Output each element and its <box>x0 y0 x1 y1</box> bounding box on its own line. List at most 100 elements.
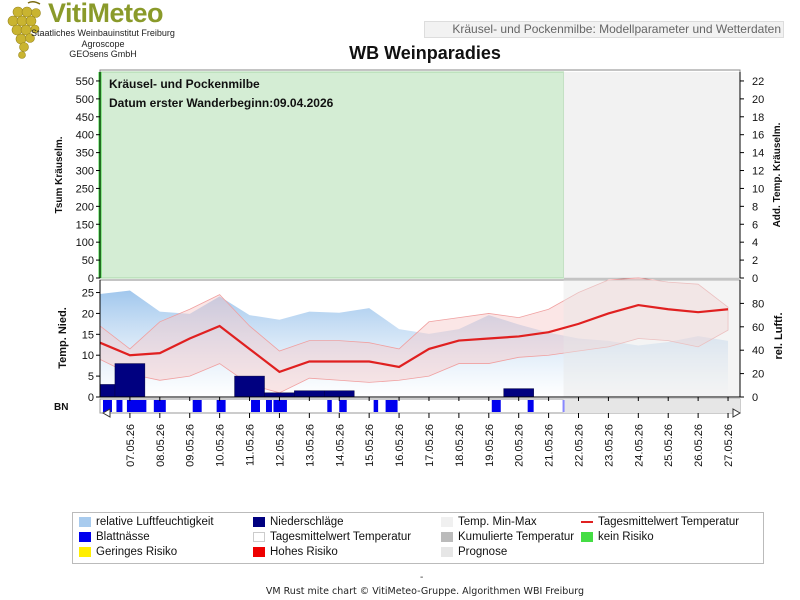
top-left-tick-label: 150 <box>76 219 94 231</box>
x-tick-label: 20.05.26 <box>514 424 526 467</box>
legend-label: Blattnässe <box>96 531 150 543</box>
legend-item: Geringes Risiko <box>79 545 177 559</box>
middle-ylabel-left: Temp. Nied. <box>57 307 69 369</box>
scroll-right-arrow-icon[interactable] <box>732 408 742 418</box>
legend-item: Tagesmittelwert Temperatur <box>581 515 739 529</box>
precipitation-bar <box>114 363 146 398</box>
middle-left-tick-label: 5 <box>88 371 94 383</box>
legend-swatch <box>441 531 453 542</box>
x-tick-label: 27.05.26 <box>723 424 735 467</box>
middle-left-tick-label: 15 <box>82 329 94 341</box>
x-tick-label: 17.05.26 <box>424 424 436 467</box>
top-left-tick-label: 450 <box>76 112 94 124</box>
scroll-left-arrow-icon[interactable] <box>101 408 111 418</box>
legend-item: relative Luftfeuchtigkeit <box>79 515 214 529</box>
logo-line-institute: Staatliches Weinbauinstitut Freiburg <box>31 28 175 38</box>
top-left-tick-label: 250 <box>76 183 94 195</box>
blattnaesse-bar <box>102 400 112 412</box>
x-tick-label: 25.05.26 <box>663 424 675 467</box>
middle-left-tick-label: 25 <box>82 288 94 300</box>
x-tick-label: 26.05.26 <box>693 424 705 467</box>
precipitation-bar <box>324 390 355 398</box>
precipitation-bar <box>503 388 534 398</box>
temperature-mean-line <box>99 303 729 374</box>
middle-left-tick-label: 0 <box>88 392 94 404</box>
top-right-tick-label: 4 <box>752 237 758 249</box>
x-tick-label: 11.05.26 <box>245 424 257 466</box>
temp-min-max-band <box>99 277 729 394</box>
model-tag: Kräusel- und Pockenmilbe: Modellparamete… <box>424 21 784 38</box>
blattnaesse-bar <box>273 400 287 412</box>
middle-right-ticks: 0 20 40 60 80 <box>740 298 764 404</box>
temperature-line-layer <box>99 303 729 374</box>
bn-forecast-region <box>563 399 740 413</box>
legend-item: Temp. Min-Max <box>441 515 537 529</box>
legend-label: Kumulierte Temperatur <box>458 531 575 543</box>
legend-swatch <box>581 520 593 523</box>
legend-item: Tagesmittelwert Temperatur <box>253 530 411 544</box>
top-left-tick-label: 100 <box>76 237 94 249</box>
top-left-tick-label: 550 <box>76 76 94 88</box>
legend-swatch <box>79 516 91 527</box>
x-tick-label: 12.05.26 <box>274 424 286 467</box>
precipitation-bar <box>234 375 265 398</box>
top-annotation-title: Kräusel- und Pockenmilbe <box>109 77 260 91</box>
blattnaesse-bars <box>102 400 565 412</box>
logo-title: VitiMeteo <box>48 0 164 28</box>
grape-logo-icon <box>7 0 41 59</box>
middle-left-tick-label: 10 <box>82 350 94 362</box>
footer-dash: - <box>420 572 424 583</box>
legend-label: Prognose <box>458 546 508 558</box>
x-tick-label: 16.05.26 <box>394 424 406 467</box>
x-tick-label: 24.05.26 <box>633 424 645 467</box>
legend-swatch <box>253 516 265 527</box>
x-tick-label: 15.05.26 <box>364 424 376 467</box>
legend-label: Hohes Risiko <box>270 546 338 558</box>
top-right-tick-label: 6 <box>752 219 758 231</box>
top-left-tick-label: 350 <box>76 148 94 160</box>
middle-right-tick-label: 60 <box>752 322 764 334</box>
legend-label: Temp. Min-Max <box>458 516 537 528</box>
legend-item: Hohes Risiko <box>253 545 338 559</box>
top-left-tick-label: 0 <box>88 273 94 285</box>
humidity-area <box>100 290 729 397</box>
blattnaesse-forecast-marker <box>562 400 565 412</box>
legend-swatch <box>253 531 265 542</box>
legend-item: Kumulierte Temperatur <box>441 530 574 544</box>
top-left-tick-label: 500 <box>76 94 94 106</box>
top-right-tick-label: 12 <box>752 166 764 178</box>
blattnaesse-bar <box>216 400 226 412</box>
precipitation-bar <box>294 390 325 398</box>
top-right-tick-label: 8 <box>752 201 758 213</box>
x-tick-label: 13.05.26 <box>304 424 316 467</box>
legend-swatch <box>581 531 593 542</box>
x-tick-label: 19.05.26 <box>484 424 496 467</box>
top-right-tick-label: 22 <box>752 76 764 88</box>
bn-label: BN <box>54 402 68 413</box>
top-ylabel-right: Add. Temp. Kräuselm. <box>772 122 783 227</box>
legend-item: Blattnässe <box>79 530 150 544</box>
legend-swatch <box>79 546 91 557</box>
x-axis-ticks: 07.05.26 08.05.26 09.05.26 10.05.26 11.05.26… <box>125 397 735 467</box>
legend-swatch <box>441 546 453 557</box>
blattnaesse-bar <box>265 400 272 412</box>
middle-right-tick-label: 20 <box>752 369 764 381</box>
top-right-tick-label: 14 <box>752 148 764 160</box>
legend-label: relative Luftfeuchtigkeit <box>96 516 214 528</box>
top-right-tick-label: 10 <box>752 183 764 195</box>
station-title: WB Weinparadies <box>349 43 501 63</box>
top-left-ticks: 0 50 100 150 200 250 300 350 400 450 500 550 <box>76 76 100 285</box>
top-left-tick-label: 400 <box>76 130 94 142</box>
precipitation-bar <box>99 384 116 398</box>
middle-ylabel-right: rel. Luftf. <box>773 312 785 359</box>
blattnaesse-bar <box>385 400 398 412</box>
middle-right-tick-label: 0 <box>752 392 758 404</box>
top-right-tick-label: 2 <box>752 255 758 267</box>
x-tick-label: 08.05.26 <box>155 424 167 467</box>
logo-line-geosens: GEOsens GmbH <box>69 49 137 59</box>
top-right-tick-label: 16 <box>752 130 764 142</box>
middle-left-tick-label: 20 <box>82 308 94 320</box>
middle-forecast-region <box>563 280 740 397</box>
legend-swatch <box>441 516 453 527</box>
top-left-tick-label: 300 <box>76 166 94 178</box>
